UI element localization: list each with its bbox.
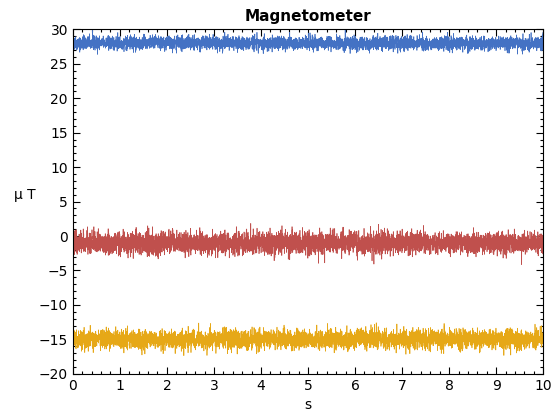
Title: Magnetometer: Magnetometer [245,9,371,24]
X-axis label: s: s [305,398,311,412]
Y-axis label: μ T: μ T [14,188,36,202]
